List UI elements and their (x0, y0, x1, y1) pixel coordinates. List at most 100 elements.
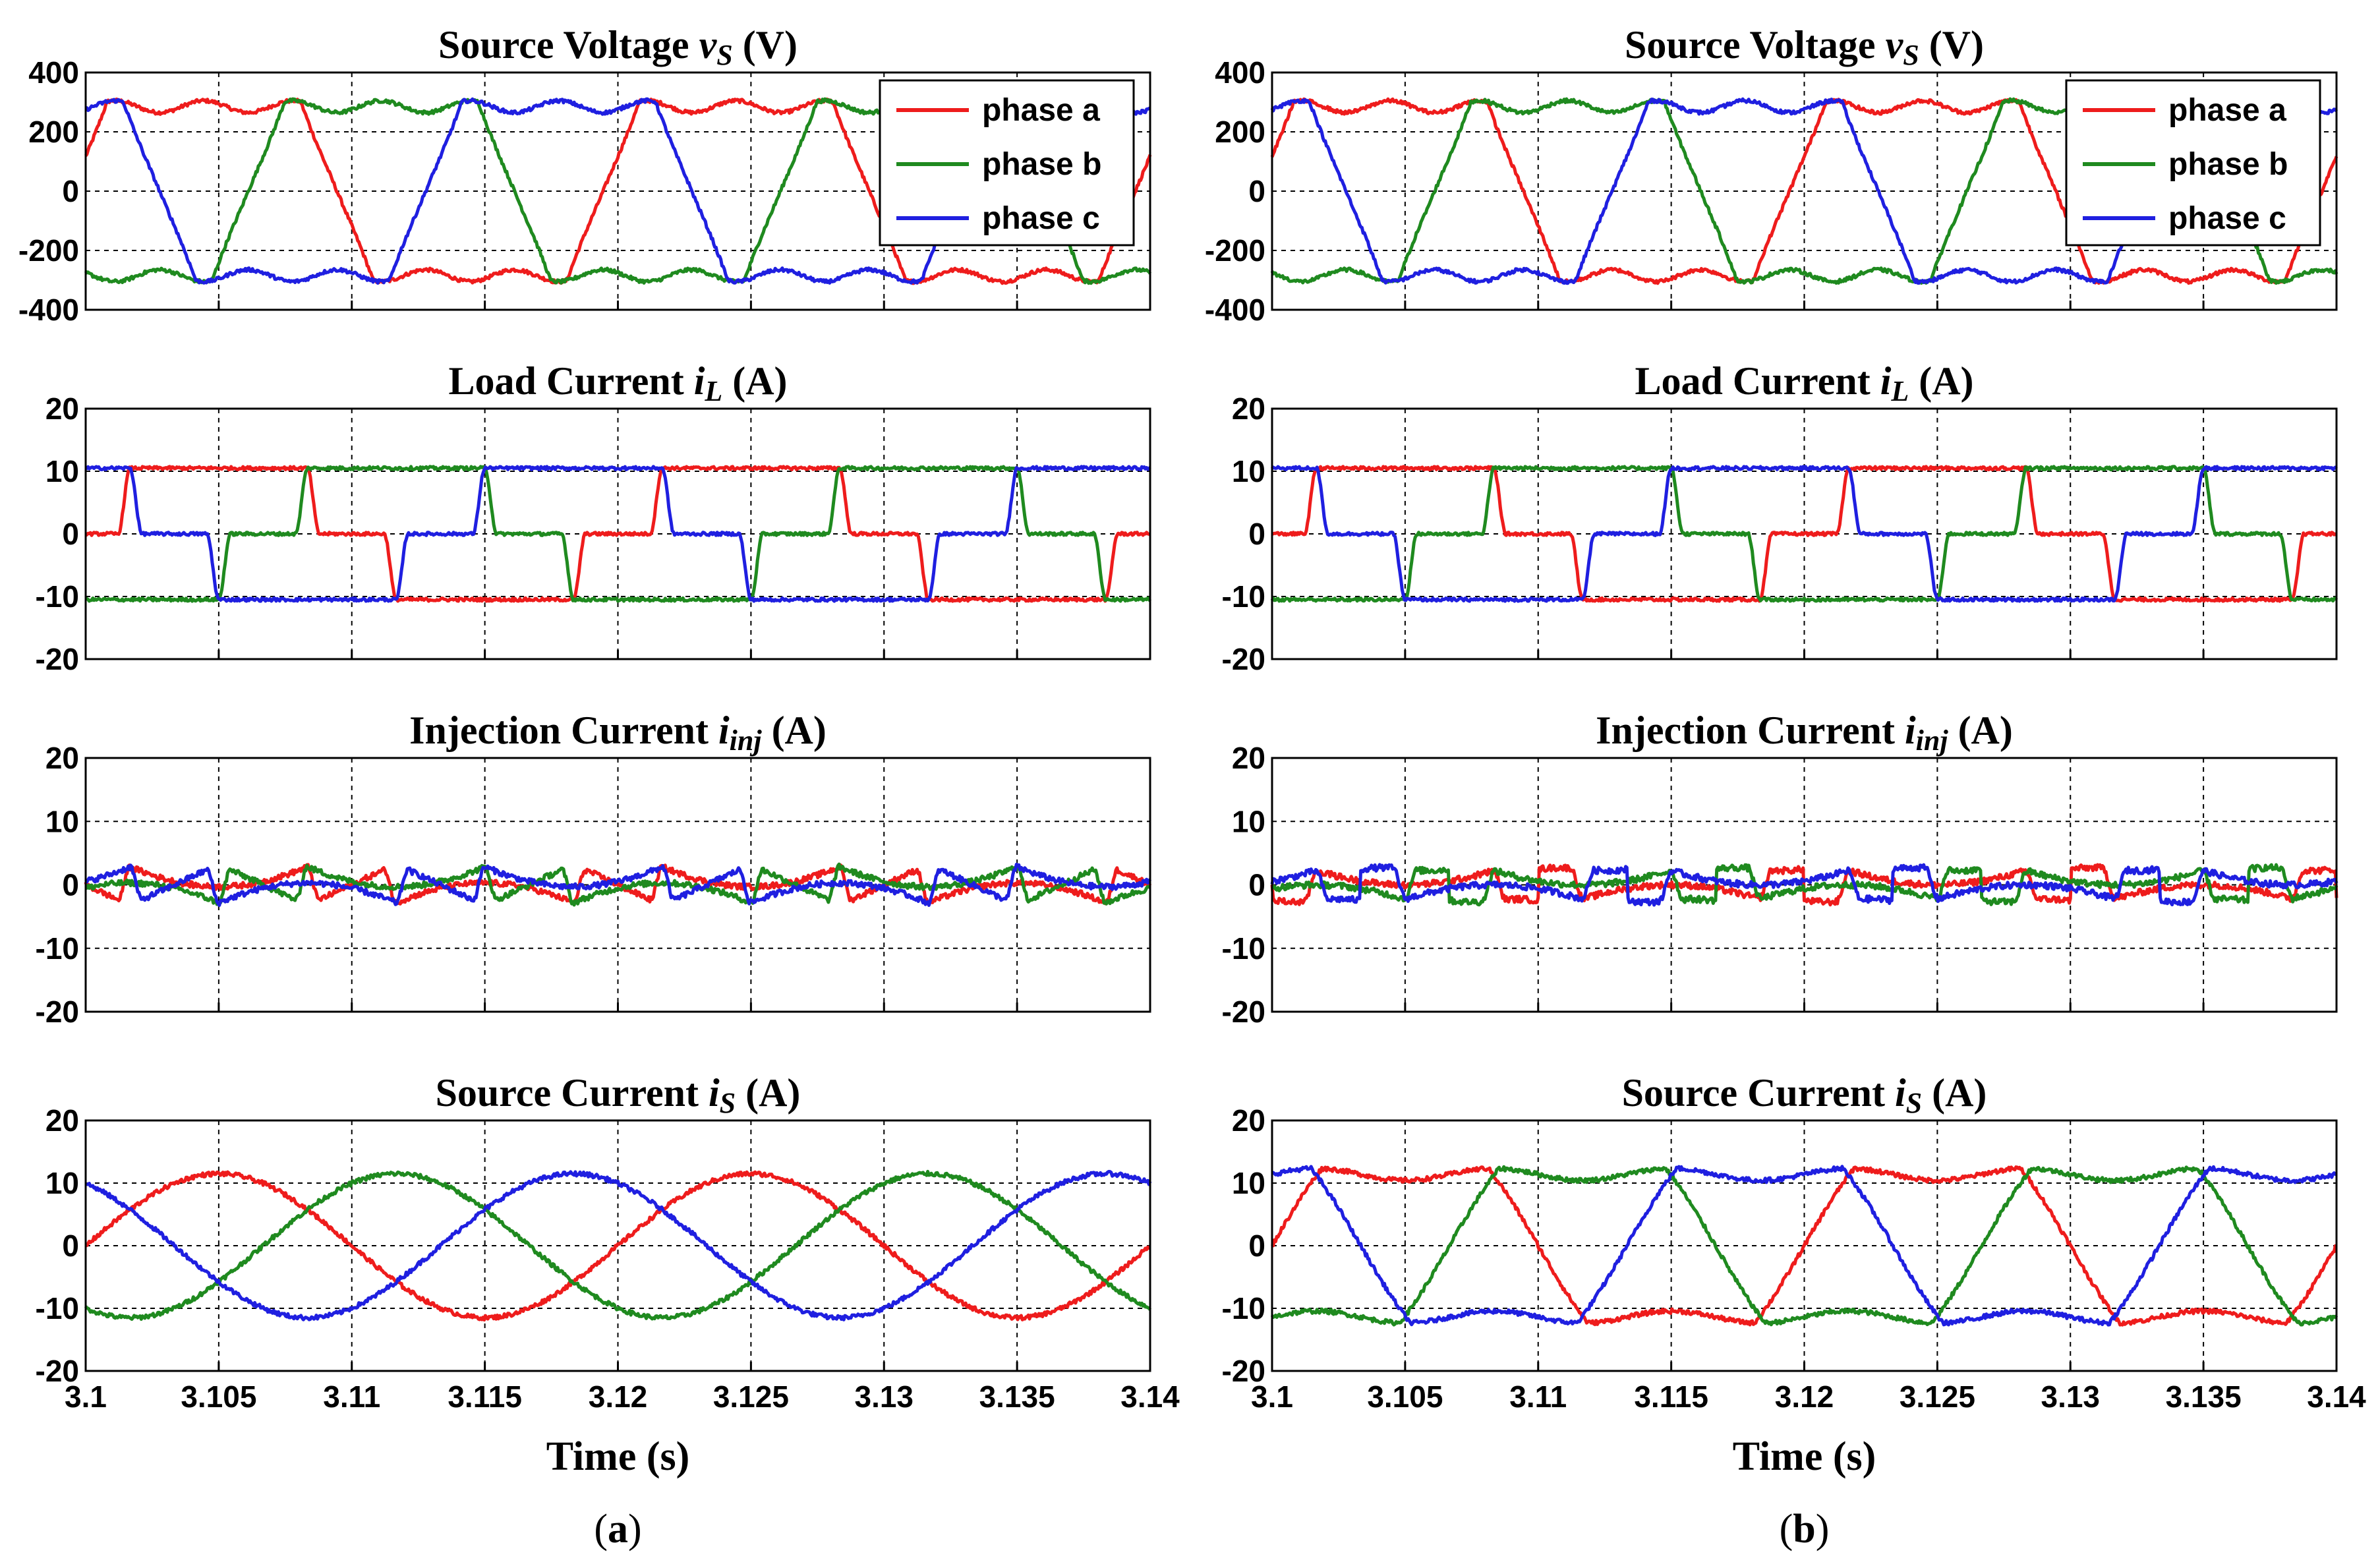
y-tick-label: 10 (1232, 454, 1265, 488)
y-tick-label: -20 (36, 642, 79, 676)
x-tick-label: 3.11 (1509, 1379, 1567, 1414)
subplot-title: Load Current iL (A) (448, 359, 787, 407)
x-tick-label: 3.1 (1251, 1379, 1293, 1414)
legend-label-phase-b: phase b (982, 147, 1101, 182)
x-tick-label: 3.115 (1634, 1379, 1708, 1414)
title-symbol: i (718, 709, 730, 752)
title-suffix: (A) (1909, 359, 1973, 403)
legend: phase a phase b phase c (2065, 79, 2321, 247)
title-subscript: inj (1916, 724, 1949, 757)
panel-a: Source Voltage vS (V)4002000-200-400phas… (18, 23, 1180, 1552)
title-subscript: S (720, 1087, 736, 1119)
legend: phase a phase b phase c (879, 79, 1135, 247)
subplot-title: Source Voltage vS (V) (1625, 23, 1984, 71)
series-phase-c (1271, 465, 2338, 603)
title-suffix: (A) (762, 709, 827, 752)
title-subscript: L (1890, 375, 1909, 407)
subplot-iinj: Injection Current iinj (A) 20 10 0 -10 -20 (36, 709, 1152, 1029)
y-tick-label: 0 (62, 174, 79, 208)
legend-label-phase-c: phase c (2168, 201, 2286, 236)
y-tick-label: 10 (1232, 1166, 1265, 1200)
subplot-vs: Source Voltage vS (V) 400 200 0 -200 -400 phas… (1205, 23, 2338, 327)
y-tick-label: 0 (62, 868, 79, 902)
y-tick-label: 0 (1248, 1229, 1265, 1263)
y-tick-label: -10 (36, 579, 79, 614)
x-axis-label: Time (s) (1733, 1434, 1876, 1479)
y-tick-label: -20 (36, 995, 79, 1029)
x-tick-label: 3.12 (589, 1379, 648, 1414)
title-subscript: S (1906, 1087, 1922, 1119)
y-tick-label: 20 (45, 392, 79, 426)
x-tick-label: 3.125 (713, 1379, 789, 1414)
title-prefix: Load Current (448, 359, 693, 403)
subplot-vs: Source Voltage vS (V) 400 200 0 -200 -400 phas… (18, 23, 1152, 327)
title-subscript: inj (730, 724, 763, 757)
title-symbol: i (1905, 709, 1916, 752)
y-tick-label: 10 (45, 454, 79, 488)
y-tick-label: 0 (1248, 174, 1265, 208)
y-tick-label: -10 (1222, 931, 1265, 966)
x-tick-label: 3.14 (2307, 1379, 2366, 1414)
title-subscript: S (1903, 39, 1919, 71)
x-tick-label: 3.1 (65, 1379, 107, 1414)
title-subscript: L (704, 375, 722, 407)
x-tick-label: 3.135 (2166, 1379, 2242, 1414)
title-prefix: Source Voltage (1625, 23, 1886, 67)
y-tick-label: -20 (36, 1354, 79, 1388)
y-tick-label: 10 (1232, 804, 1265, 838)
y-tick-label: -400 (18, 293, 79, 327)
series-phase-a (84, 1170, 1151, 1322)
title-suffix: (A) (722, 359, 787, 403)
title-symbol: v (1886, 23, 1904, 67)
series-phase-a (1270, 97, 2338, 285)
legend-label-phase-b: phase b (2168, 147, 2288, 182)
y-tick-label: -20 (1222, 995, 1265, 1029)
subplot-title: Injection Current iinj (A) (409, 709, 827, 757)
x-tick-label: 3.125 (1900, 1379, 1975, 1414)
y-tick-label: 0 (1248, 517, 1265, 551)
series-phase-a (1271, 465, 2338, 603)
title-suffix: (A) (1922, 1071, 1987, 1115)
y-tick-label: 20 (45, 1103, 79, 1138)
title-prefix: Load Current (1635, 359, 1880, 403)
subplot-is: Source Current iS (A) 20 10 0 -10 -203.1 3.105… (1222, 1071, 2367, 1479)
subplot-il: Load Current iL (A) 20 10 0 -10 -20 (1222, 359, 2338, 676)
y-tick-label: 20 (1232, 741, 1265, 775)
y-tick-label: 200 (1215, 115, 1265, 149)
title-prefix: Source Voltage (438, 23, 699, 67)
subplot-iinj: Injection Current iinj (A) 20 10 0 -10 -20 (1222, 709, 2338, 1029)
y-tick-label: 0 (62, 517, 79, 551)
y-tick-label: 20 (1232, 1103, 1265, 1138)
y-tick-label: -10 (1222, 579, 1265, 614)
title-symbol: i (694, 359, 705, 403)
y-tick-label: 10 (45, 1166, 79, 1200)
series-phase-c (85, 465, 1151, 603)
title-symbol: i (1880, 359, 1892, 403)
y-tick-label: -200 (1205, 233, 1265, 268)
legend-label-phase-a: phase a (982, 93, 1100, 128)
legend-label-phase-a: phase a (2168, 93, 2286, 128)
series-phase-a (84, 465, 1151, 603)
y-tick-label: -10 (1222, 1291, 1265, 1325)
series-phase-c (1271, 1165, 2338, 1327)
series-phase-c (84, 863, 1152, 907)
x-tick-label: 3.13 (2041, 1379, 2100, 1414)
y-tick-label: 0 (62, 1229, 79, 1263)
series-phase-b (1270, 1165, 2338, 1327)
panel-label: (b) (1780, 1507, 1830, 1552)
title-prefix: Source Current (1622, 1071, 1895, 1115)
y-tick-label: 0 (1248, 868, 1265, 902)
x-tick-label: 3.14 (1120, 1379, 1180, 1414)
x-tick-label: 3.11 (323, 1379, 380, 1414)
y-tick-label: 20 (45, 741, 79, 775)
x-tick-label: 3.135 (979, 1379, 1055, 1414)
x-axis-label: Time (s) (546, 1434, 690, 1479)
y-tick-label: 10 (45, 804, 79, 838)
x-tick-label: 3.115 (448, 1379, 522, 1414)
legend-label-phase-c: phase c (982, 201, 1100, 236)
subplot-il: Load Current iL (A) 20 10 0 -10 -20 (36, 359, 1151, 676)
title-suffix: (A) (736, 1071, 800, 1115)
title-prefix: Injection Current (409, 709, 718, 752)
y-tick-label: -10 (36, 931, 79, 966)
